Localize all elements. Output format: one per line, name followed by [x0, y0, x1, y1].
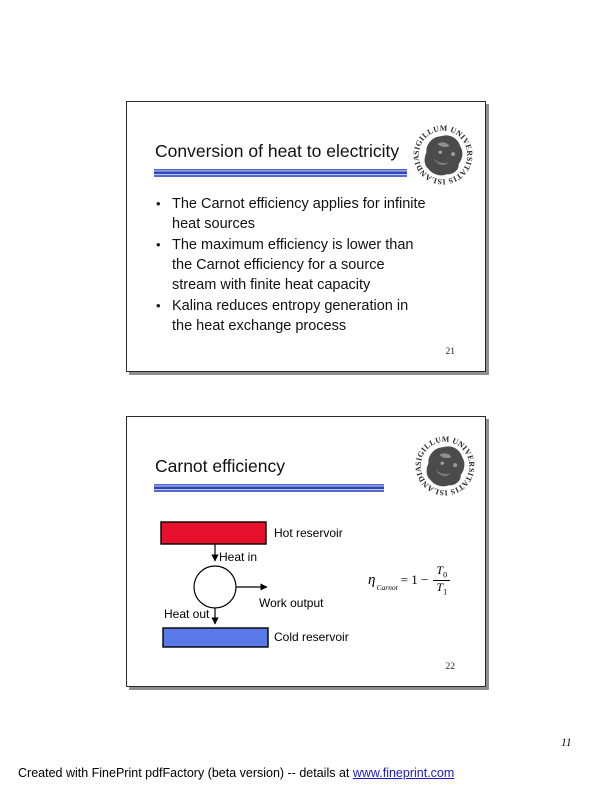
bullet-glyph: • [156, 196, 161, 211]
title-underline-rule [154, 484, 384, 492]
cold-reservoir-label: Cold reservoir [274, 630, 349, 644]
temperature-fraction: T0 T1 [433, 563, 451, 596]
fraction-denominator: T1 [436, 579, 448, 596]
carnot-efficiency-formula: η Carnot = 1 − T0 T1 [368, 563, 451, 597]
bullet-item: • Kalina reduces entropy generation in t… [156, 296, 472, 336]
slide-page-number: 22 [445, 662, 456, 672]
document-page-number: 11 [561, 737, 572, 749]
fineprint-link[interactable]: www.fineprint.com [352, 766, 455, 780]
fraction-numerator: T0 [433, 563, 451, 581]
title-underline-rule [154, 169, 407, 177]
slide-21: SIGILLUM UNIVERSITATIS ISLANDIAE • Conve… [126, 101, 486, 372]
heat-in-label: Heat in [219, 550, 258, 564]
bullet-item: • The Carnot efficiency applies for infi… [156, 194, 472, 234]
slide-title: Carnot efficiency [155, 456, 286, 476]
bullet-text: Kalina reduces entropy generation in the… [172, 298, 409, 334]
equals-one-minus: = 1 − [400, 572, 429, 587]
eta-subscript: Carnot [376, 583, 398, 592]
bullet-text: The Carnot efficiency applies for infini… [172, 196, 426, 232]
bullet-glyph: • [156, 237, 161, 252]
hot-reservoir-rect [160, 521, 267, 545]
slide-22: SIGILLUM UNIVERSITATIS ISLANDIAE • Carno… [126, 416, 486, 687]
eta-symbol: η [368, 571, 376, 588]
university-seal-icon: SIGILLUM UNIVERSITATIS ISLANDIAE • [412, 433, 476, 497]
footer: Created with FinePrint pdfFactory (beta … [18, 766, 454, 780]
bullet-list: • The Carnot efficiency applies for infi… [156, 194, 472, 337]
heat-out-label: Heat out [164, 607, 210, 621]
bullet-glyph: • [156, 298, 161, 313]
slide-page-number: 21 [445, 347, 456, 357]
diagram-shapes [160, 521, 269, 648]
bullet-item: • The maximum efficiency is lower than t… [156, 235, 472, 295]
cold-reservoir-rect [162, 627, 269, 648]
footer-text: Created with FinePrint pdfFactory (beta … [18, 766, 353, 780]
work-output-label: Work output [259, 596, 324, 610]
carnot-cycle-diagram: Hot reservoir Heat in Work output Heat o… [127, 417, 485, 686]
slide-title: Conversion of heat to electricity [155, 141, 400, 161]
heat-engine-circle [193, 565, 237, 609]
hot-reservoir-label: Hot reservoir [274, 526, 343, 540]
university-seal-icon: SIGILLUM UNIVERSITATIS ISLANDIAE • [410, 122, 474, 186]
bullet-text: The maximum efficiency is lower than the… [172, 237, 414, 293]
